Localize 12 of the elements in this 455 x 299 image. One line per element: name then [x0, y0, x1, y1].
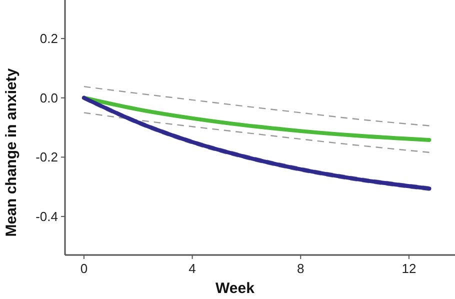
x-axis-title: Week [216, 280, 256, 297]
line-series [82, 96, 432, 142]
x-tick-label: 8 [297, 261, 304, 276]
y-tick-label: -0.2 [36, 150, 58, 165]
y-tick-label: 0.2 [40, 31, 58, 46]
y-axis-title: Mean change in anxiety [3, 68, 20, 237]
y-tick-label: -0.4 [36, 209, 58, 224]
y-tick-label: 0.0 [40, 90, 58, 106]
line-series [83, 86, 430, 126]
x-tick-label: 12 [402, 261, 416, 276]
x-tick-label: 4 [188, 261, 196, 276]
x-tick-label: 0 [80, 261, 88, 276]
